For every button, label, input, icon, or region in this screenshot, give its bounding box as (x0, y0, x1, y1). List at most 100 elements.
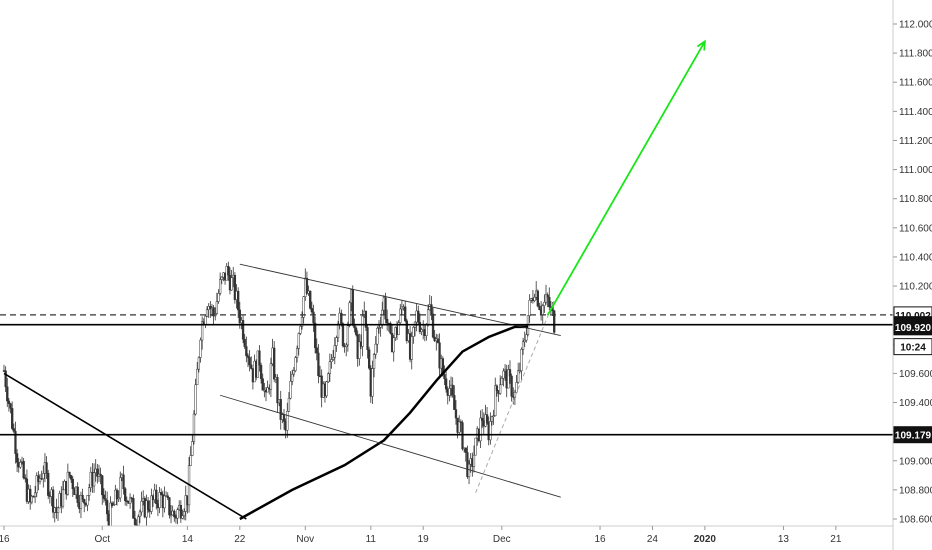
candle-body (538, 305, 541, 310)
x-tick-label: 11 (366, 534, 377, 545)
candle-body (467, 463, 471, 478)
candle-body (366, 327, 369, 350)
candle-body (168, 497, 171, 516)
x-axis[interactable]: 16 Oct 14 22 Nov 11 19 Dec 16 24 2020 13 21 (0, 526, 842, 545)
candle-body (328, 361, 332, 374)
candle-body (361, 315, 364, 347)
candle-body (533, 296, 536, 302)
candle-body (444, 378, 448, 390)
candle-body (499, 384, 502, 394)
candle-body (358, 341, 361, 359)
candle-body (176, 509, 179, 519)
candle-body (335, 337, 338, 346)
candle-body (155, 489, 158, 504)
candle-body (461, 422, 464, 450)
candle-body (233, 274, 237, 300)
candle-body (376, 327, 379, 345)
candle-body (507, 369, 510, 389)
candle-body (4, 370, 7, 388)
candle-body (9, 403, 12, 409)
candle-body (273, 347, 276, 380)
y-tick-label: 110.800 (899, 194, 932, 205)
trendline (3, 372, 247, 520)
candle-body (215, 301, 219, 314)
x-tick-label: 21 (830, 534, 842, 545)
candle-body (137, 516, 140, 526)
candle-body (485, 414, 489, 423)
candle-body (451, 384, 454, 396)
candle-body (312, 311, 315, 324)
y-axis[interactable]: 108.600108.800109.000109.200109.400109.6… (893, 20, 932, 526)
candle-body (117, 497, 120, 500)
candle-body (258, 350, 261, 366)
candle-body (115, 489, 119, 500)
candle-body (189, 455, 192, 466)
candle-body (333, 345, 336, 358)
price-tag-label: 109.179 (895, 431, 932, 442)
x-tick-label: 22 (234, 534, 246, 545)
candle-body (436, 338, 440, 343)
candle-body (397, 322, 400, 335)
x-tick-label: 2020 (694, 534, 717, 545)
candle-body (138, 511, 142, 518)
candle-body (217, 293, 220, 302)
candle-body (287, 397, 291, 412)
candle-body (300, 317, 304, 327)
candle-body (309, 290, 312, 309)
candle-body (515, 382, 518, 393)
y-tick-label: 109.000 (899, 456, 932, 467)
y-tick-label: 111.200 (899, 136, 932, 147)
x-tick-label: 14 (182, 534, 194, 545)
candle-body (292, 370, 295, 375)
candle-body (294, 357, 297, 371)
candle-body (346, 325, 350, 346)
candle-body (51, 489, 55, 513)
y-tick-label: 110.200 (899, 282, 932, 293)
candle-body (124, 488, 127, 501)
y-tick-label: 111.400 (899, 107, 932, 118)
candle-body (502, 370, 505, 379)
candle-body (101, 475, 104, 496)
candle-body (381, 309, 384, 325)
candle-body (495, 385, 499, 391)
candle-body (146, 500, 150, 510)
candle-body (377, 327, 381, 329)
candle-body (315, 347, 318, 354)
candle-body (438, 342, 441, 369)
candle-body (68, 471, 71, 476)
candle-body (45, 462, 48, 474)
candle-body (102, 494, 106, 499)
candle-body (61, 489, 65, 507)
candle-body (443, 374, 446, 380)
y-tick-label: 111.000 (899, 165, 932, 176)
candle-body (472, 454, 476, 467)
candle-body (12, 428, 15, 432)
candle-body (279, 399, 282, 420)
candle-body (79, 494, 83, 509)
candle-body (237, 290, 240, 311)
candle-body (261, 378, 264, 391)
candle-body (169, 514, 173, 517)
candle-body (29, 488, 32, 503)
candle-body (88, 487, 91, 496)
candle-body (481, 417, 484, 421)
y-tick-label: 108.600 (899, 515, 932, 526)
candle-body (546, 294, 549, 298)
moving-average-line (239, 325, 528, 521)
candle-body (299, 326, 302, 334)
levels-layer (0, 314, 893, 436)
y-tick-label: 110.400 (899, 252, 932, 263)
candle-body (521, 341, 525, 350)
candle-body (238, 309, 241, 324)
candle-body (104, 498, 107, 501)
x-tick-label: 16 (0, 534, 10, 545)
candle-body (454, 409, 458, 419)
candle-body (371, 368, 374, 397)
x-tick-label: Oct (94, 534, 110, 545)
candle-body (372, 354, 376, 369)
candle-body (86, 495, 89, 506)
candle-body (150, 495, 153, 512)
candle-body (230, 277, 233, 291)
x-tick-label: 13 (778, 534, 790, 545)
candles-layer (2, 261, 556, 527)
